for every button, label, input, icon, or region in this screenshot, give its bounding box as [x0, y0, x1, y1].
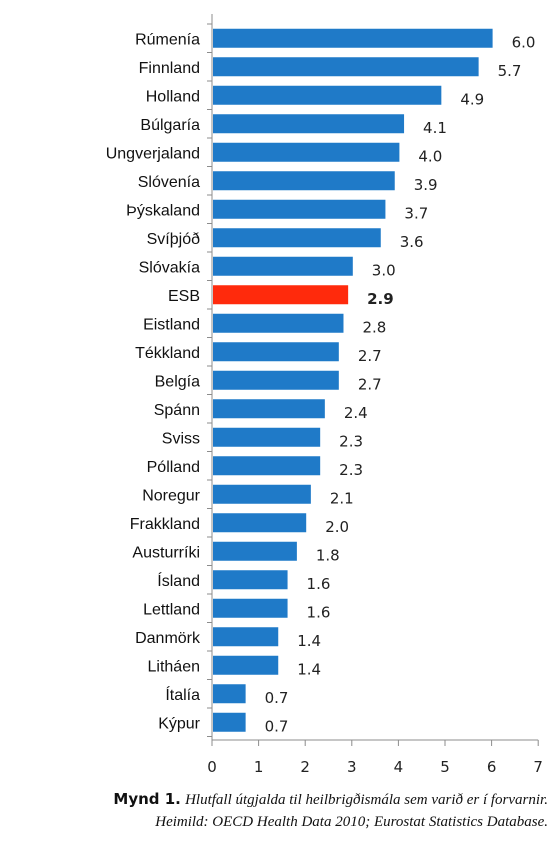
category-label: Holland	[146, 88, 200, 105]
value-label: 2.7	[358, 375, 382, 393]
bar-20	[213, 570, 288, 590]
category-label: Litháen	[148, 658, 201, 675]
value-label: 3.9	[414, 176, 438, 194]
bar-19	[213, 541, 297, 561]
value-label: 2.3	[339, 432, 363, 450]
category-label: Noregur	[142, 487, 200, 504]
bar-10	[213, 285, 349, 305]
category-label: Þýskaland	[126, 202, 200, 219]
bar-3	[213, 85, 442, 105]
category-label: Sviss	[162, 430, 200, 447]
value-label: 2.0	[325, 518, 349, 536]
value-label: 3.6	[400, 233, 424, 251]
x-tick-label: 5	[440, 758, 450, 776]
value-label: 5.7	[498, 62, 522, 80]
value-label: 2.1	[330, 489, 354, 507]
bar-8	[213, 228, 381, 248]
bar-23	[213, 655, 279, 675]
bar-11	[213, 313, 344, 333]
bar-16	[213, 456, 321, 476]
bar-25	[213, 712, 246, 732]
category-label: Búlgaría	[140, 117, 200, 134]
category-label: Ítalía	[165, 685, 200, 704]
x-tick-label: 6	[487, 758, 497, 776]
bar-chart: 0 1 2 3 4 5 6 7 Rúmenía 6.0 Finnland 5.7 Holland 4.9 B…	[106, 14, 543, 776]
bar-9	[213, 256, 353, 276]
category-label: Eistland	[143, 316, 200, 333]
value-label: 2.9	[367, 290, 394, 308]
value-label: 1.4	[297, 660, 321, 678]
value-label: 4.0	[418, 147, 442, 165]
bar-15	[213, 427, 321, 447]
value-label: 4.1	[423, 119, 447, 137]
category-label: Finnland	[139, 60, 200, 77]
bar-18	[213, 513, 307, 533]
category-label: Frakkland	[130, 516, 200, 533]
category-label: Svíþjóð	[147, 231, 200, 248]
value-label: 2.8	[362, 318, 386, 336]
category-label: Slóvakía	[139, 259, 200, 276]
bar-14	[213, 399, 325, 419]
value-label: 6.0	[512, 33, 536, 51]
value-label: 1.6	[307, 603, 331, 621]
category-label: Austurríki	[132, 544, 200, 561]
caption-source: Heimild: OECD Health Data 2010; Eurostat…	[155, 814, 548, 830]
bar-22	[213, 627, 279, 647]
x-tick-label: 3	[347, 758, 357, 776]
category-label: Ungverjaland	[106, 145, 200, 162]
bar-5	[213, 142, 400, 162]
bar-2	[213, 57, 479, 77]
x-tick-label: 4	[394, 758, 404, 776]
bar-21	[213, 598, 288, 618]
bar-12	[213, 342, 339, 362]
bar-24	[213, 684, 246, 704]
category-label: Belgía	[155, 373, 200, 390]
value-label: 1.6	[307, 575, 331, 593]
category-label: ESB	[168, 288, 200, 305]
value-label: 4.9	[460, 90, 484, 108]
caption-line-1: Mynd 1. Hlutfall útgjalda til heilbrigði…	[0, 788, 548, 811]
caption-text: Hlutfall útgjalda til heilbrigðismála se…	[185, 792, 548, 808]
bar-13	[213, 370, 339, 390]
category-label: Kýpur	[158, 715, 200, 732]
bar-4	[213, 114, 405, 134]
value-label: 2.4	[344, 404, 368, 422]
bar-7	[213, 199, 386, 219]
category-label: Pólland	[147, 459, 200, 476]
x-tick-label: 7	[533, 758, 543, 776]
value-label: 3.7	[404, 204, 428, 222]
value-label: 1.8	[316, 546, 340, 564]
value-label: 0.7	[265, 717, 289, 735]
x-tick-label: 2	[300, 758, 310, 776]
category-label: Tékkland	[135, 345, 200, 362]
bar-6	[213, 171, 395, 191]
x-tick-label: 0	[207, 758, 217, 776]
value-label: 3.0	[372, 261, 396, 279]
value-label: 2.7	[358, 347, 382, 365]
value-label: 1.4	[297, 632, 321, 650]
value-label: 2.3	[339, 461, 363, 479]
value-label: 0.7	[265, 689, 289, 707]
category-label: Lettland	[143, 601, 200, 618]
figure-caption: Mynd 1. Hlutfall útgjalda til heilbrigði…	[0, 788, 548, 833]
category-label: Spánn	[154, 402, 200, 419]
category-label: Slóvenía	[138, 174, 200, 191]
category-label: Rúmenía	[135, 31, 200, 48]
caption-lead: Mynd 1.	[113, 790, 181, 808]
bar-1	[213, 28, 493, 48]
x-tick-label: 1	[254, 758, 264, 776]
category-label: Danmörk	[135, 630, 201, 647]
category-label: Ísland	[157, 571, 200, 590]
bar-17	[213, 484, 311, 504]
